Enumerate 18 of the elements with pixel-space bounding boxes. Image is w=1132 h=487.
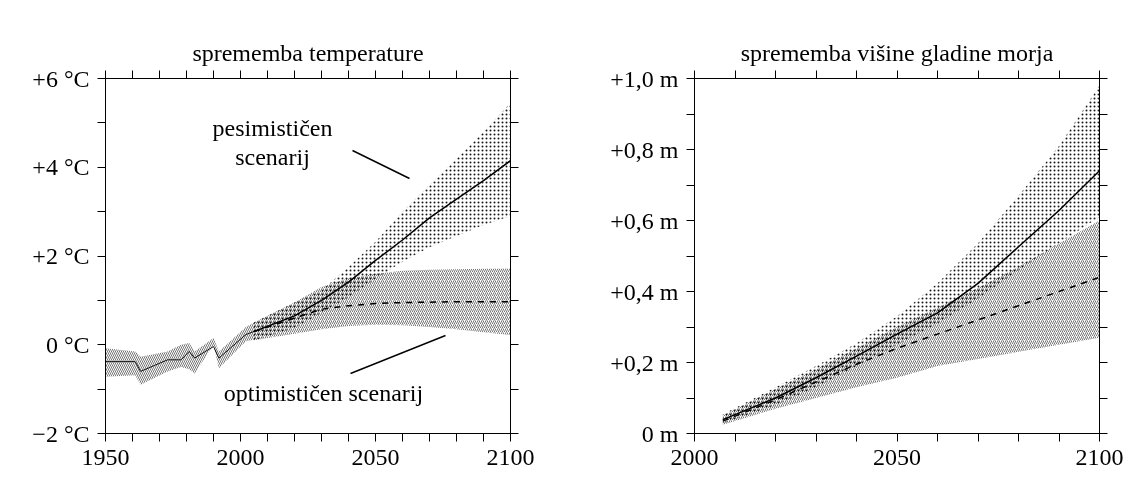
chart-title: sprememba višine gladine morja — [740, 39, 1054, 66]
y-tick-label: +1,0 m — [610, 65, 679, 92]
y-tick-label: +4 °C — [32, 154, 90, 181]
y-tick-label: 0 °C — [45, 331, 90, 358]
y-tick-label: +0,4 m — [610, 278, 679, 305]
x-tick-label: 2050 — [351, 443, 400, 470]
y-tick-label: +6 °C — [32, 65, 90, 92]
annotation: optimističen scenarij — [223, 379, 424, 406]
y-tick-label: +0,2 m — [610, 349, 679, 376]
y-tick-label: +0,8 m — [610, 136, 679, 163]
x-tick-label: 2050 — [873, 443, 921, 470]
x-tick-label: 2100 — [1075, 443, 1124, 470]
y-tick-label: +0,6 m — [610, 207, 679, 234]
chart-title: sprememba temperature — [192, 39, 424, 66]
annotation: pesimističen scenarij — [212, 114, 333, 171]
y-tick-label: +2 °C — [32, 243, 90, 269]
x-tick-label: 2100 — [486, 443, 535, 470]
x-tick-label: 2000 — [216, 443, 265, 470]
